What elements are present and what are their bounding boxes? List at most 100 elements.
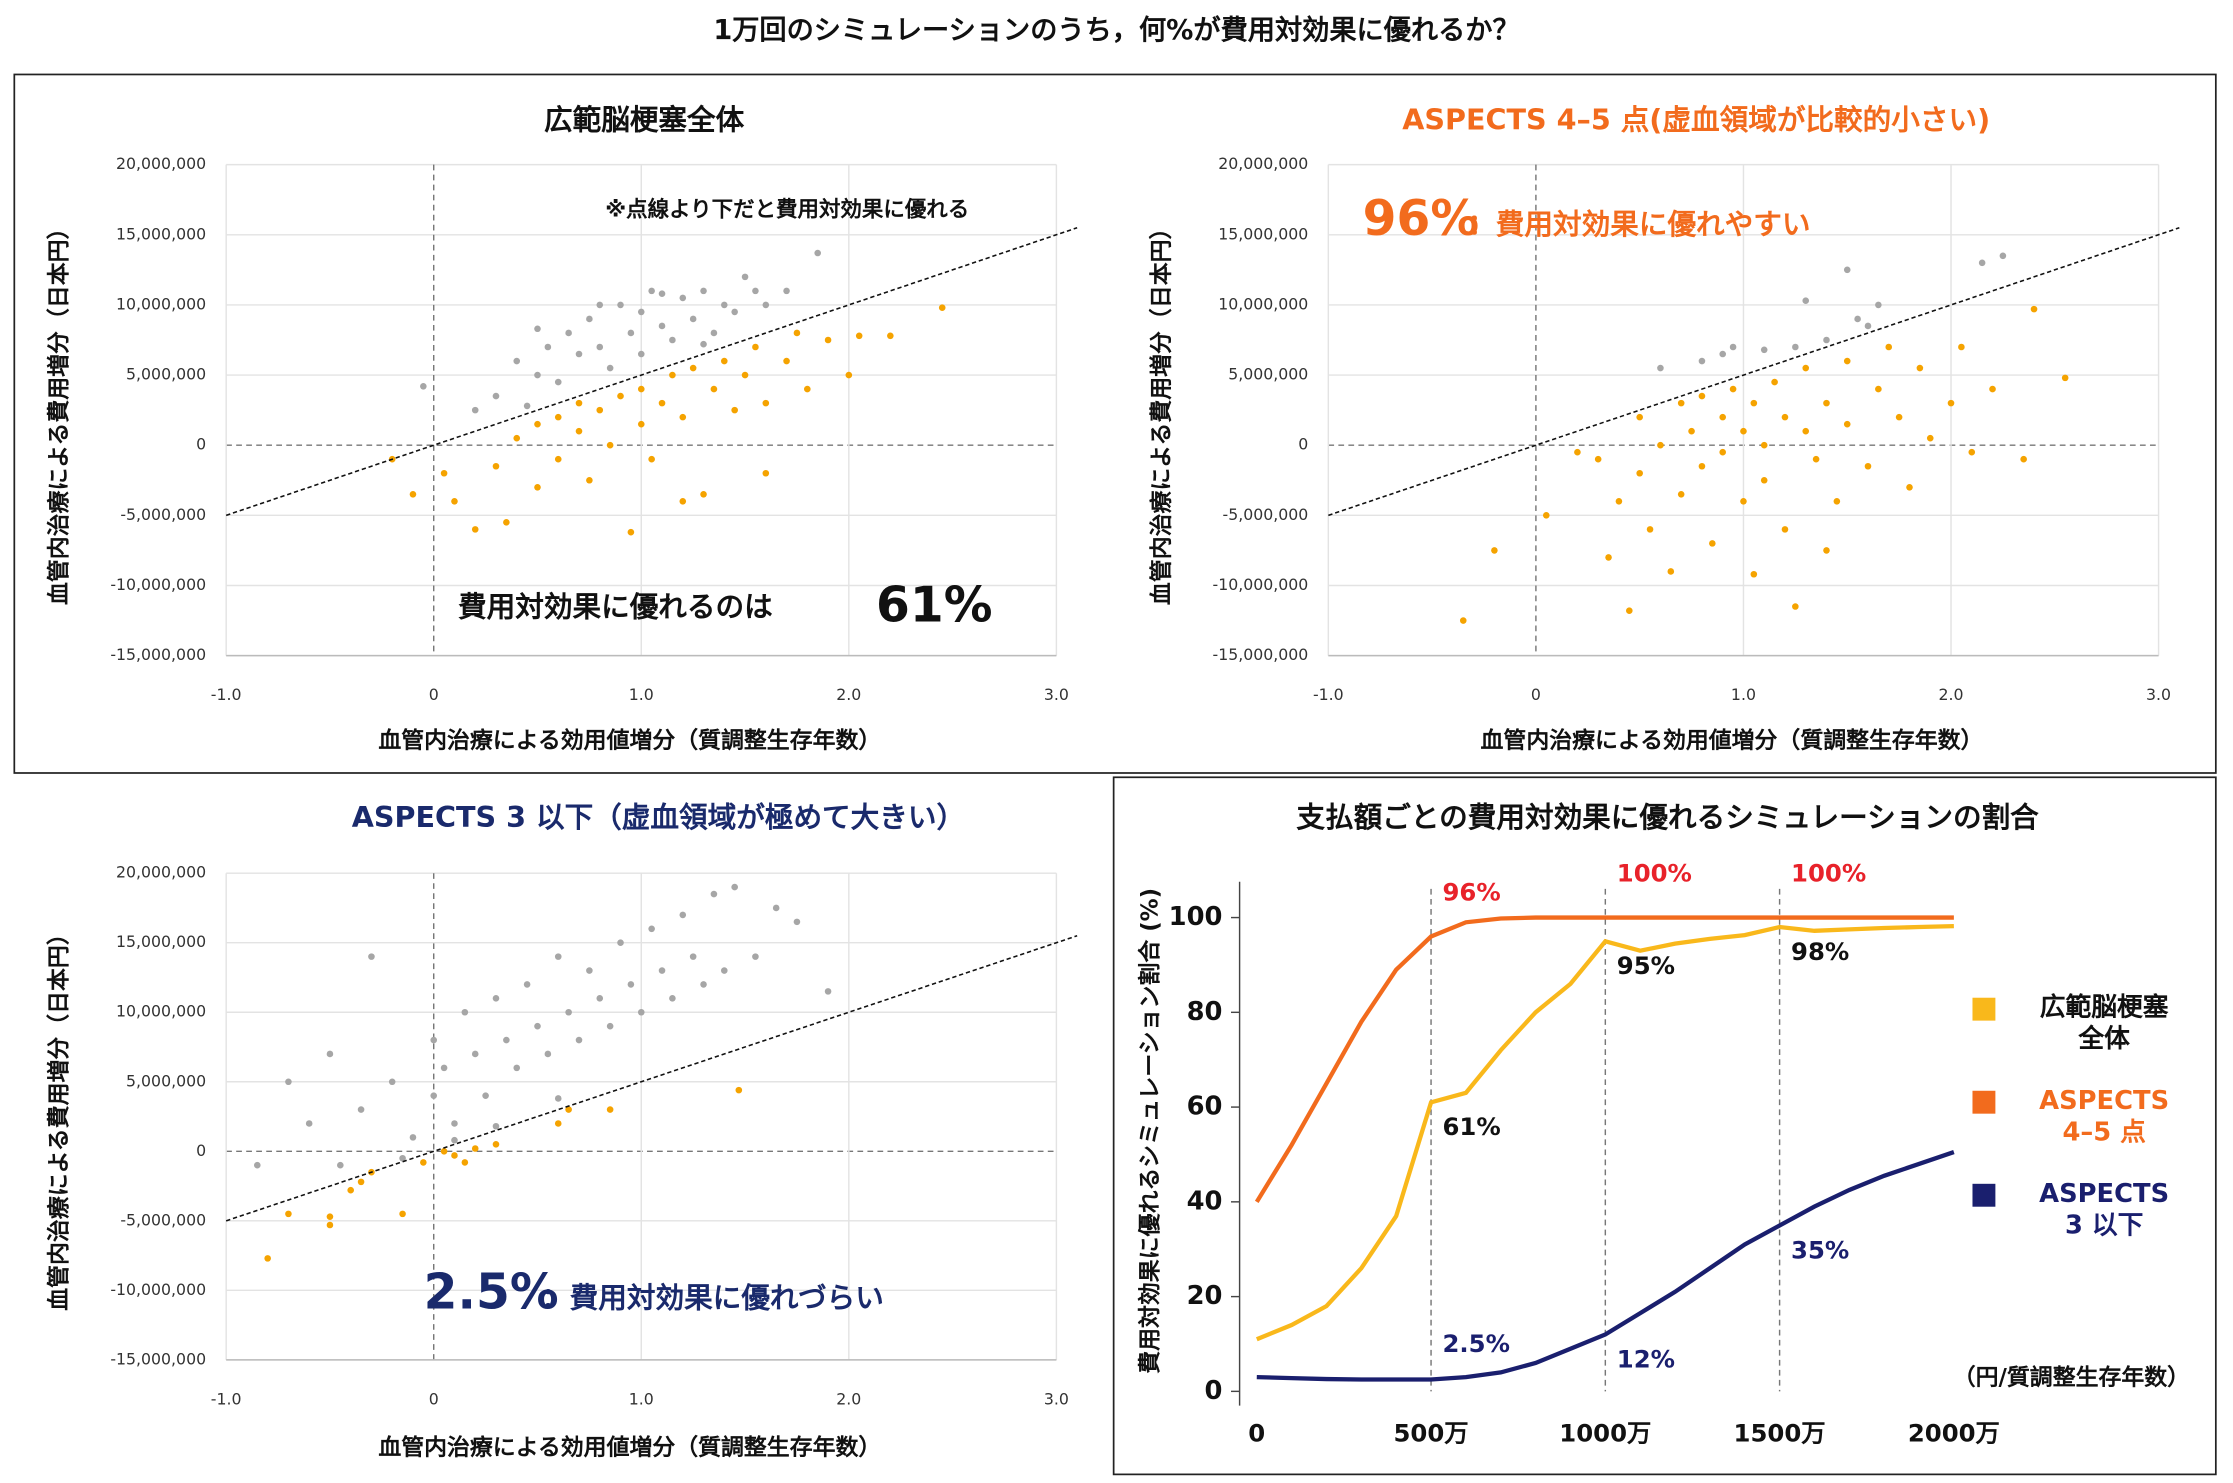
point bbox=[513, 1064, 521, 1072]
x-tick-label: 2.0 bbox=[836, 1389, 861, 1408]
y-tick-label: -15,000,000 bbox=[110, 1349, 206, 1368]
point bbox=[492, 462, 500, 470]
x-tick-label: 0 bbox=[1248, 1418, 1265, 1447]
point bbox=[845, 371, 853, 379]
x-tick-label: 2000万 bbox=[1908, 1418, 2000, 1447]
point bbox=[679, 498, 687, 505]
point bbox=[554, 1095, 562, 1102]
data-label: 98% bbox=[1791, 937, 1849, 966]
annotation: 96% bbox=[1363, 191, 1479, 247]
chart-title: 支払額ごとの費用対効果に優れるシミュレーションの割合 bbox=[1296, 800, 2039, 834]
point bbox=[544, 1050, 552, 1058]
threshold-line bbox=[225, 227, 1078, 517]
point bbox=[492, 1122, 500, 1130]
point bbox=[1823, 399, 1830, 407]
y-tick-label: -5,000,000 bbox=[1223, 505, 1309, 524]
point bbox=[637, 308, 645, 316]
point bbox=[575, 399, 583, 407]
point bbox=[565, 1008, 572, 1016]
point bbox=[1729, 343, 1737, 351]
point bbox=[731, 883, 738, 891]
point bbox=[596, 406, 604, 414]
point bbox=[440, 469, 448, 477]
x-tick-label: 1.0 bbox=[1731, 685, 1756, 704]
point bbox=[710, 890, 718, 898]
point bbox=[440, 1064, 448, 1072]
point bbox=[1895, 413, 1903, 421]
point bbox=[648, 455, 655, 463]
point bbox=[1833, 498, 1841, 505]
y-axis-title: 費用対効果に優れるシミュレーション割合 (%) bbox=[1136, 888, 1163, 1374]
point bbox=[1688, 427, 1695, 435]
annotation: 費用対効果に優れるのは bbox=[458, 589, 773, 623]
point bbox=[1636, 469, 1643, 477]
point bbox=[326, 1050, 334, 1058]
point bbox=[492, 995, 500, 1002]
point bbox=[586, 967, 593, 974]
point bbox=[1760, 346, 1768, 354]
point bbox=[471, 526, 479, 533]
point bbox=[1781, 526, 1789, 533]
data-label: 95% bbox=[1617, 951, 1675, 980]
point bbox=[938, 304, 946, 312]
point bbox=[565, 1106, 572, 1113]
point bbox=[783, 287, 790, 295]
point bbox=[793, 329, 801, 337]
point bbox=[855, 332, 863, 340]
y-tick-label: -5,000,000 bbox=[120, 505, 206, 524]
point bbox=[451, 1152, 458, 1159]
x-tick-label: 500万 bbox=[1393, 1418, 1468, 1447]
point bbox=[430, 1036, 438, 1044]
x-tick-label: 0 bbox=[429, 1389, 439, 1408]
point bbox=[1750, 399, 1758, 407]
point bbox=[741, 371, 749, 379]
point bbox=[689, 953, 697, 960]
point bbox=[700, 287, 707, 295]
y-tick-label: 60 bbox=[1187, 1092, 1223, 1122]
point bbox=[669, 995, 676, 1002]
data-label: 96% bbox=[1443, 878, 1501, 907]
y-tick-label: 0 bbox=[1205, 1376, 1223, 1406]
point bbox=[554, 413, 562, 421]
point bbox=[1864, 462, 1872, 470]
point bbox=[617, 301, 624, 309]
point bbox=[596, 343, 604, 351]
point bbox=[1999, 252, 2007, 260]
point bbox=[658, 322, 666, 330]
point bbox=[814, 249, 821, 257]
point bbox=[783, 357, 790, 365]
point bbox=[1906, 483, 1913, 491]
y-tick-label: 15,000,000 bbox=[1218, 224, 1308, 243]
point bbox=[658, 290, 666, 297]
point bbox=[627, 329, 635, 337]
point bbox=[586, 315, 593, 323]
annotation: 61% bbox=[876, 577, 992, 633]
point bbox=[606, 1022, 614, 1030]
point bbox=[689, 315, 697, 323]
x-tick-label: 3.0 bbox=[1044, 1389, 1069, 1408]
point bbox=[637, 420, 645, 428]
point bbox=[523, 402, 531, 410]
point bbox=[1626, 607, 1633, 615]
point bbox=[1802, 297, 1810, 305]
line bbox=[1254, 915, 1954, 1203]
point bbox=[1740, 498, 1747, 505]
point bbox=[679, 294, 687, 302]
annotation: 2.5% bbox=[424, 1264, 559, 1320]
legend-label: 広範脳梗塞全体 bbox=[2040, 991, 2169, 1053]
point bbox=[1698, 462, 1706, 470]
legend-swatch bbox=[1972, 1183, 1996, 1207]
point bbox=[534, 483, 541, 491]
point bbox=[1854, 315, 1861, 323]
point bbox=[1792, 603, 1799, 610]
x-tick-label: 1.0 bbox=[629, 1389, 654, 1408]
point bbox=[793, 918, 801, 926]
point bbox=[451, 1136, 458, 1144]
y-tick-label: -15,000,000 bbox=[1213, 645, 1309, 664]
y-tick-label: -10,000,000 bbox=[110, 1280, 206, 1299]
point bbox=[1698, 392, 1706, 400]
point bbox=[503, 519, 510, 526]
point bbox=[731, 406, 738, 414]
point bbox=[762, 301, 770, 309]
